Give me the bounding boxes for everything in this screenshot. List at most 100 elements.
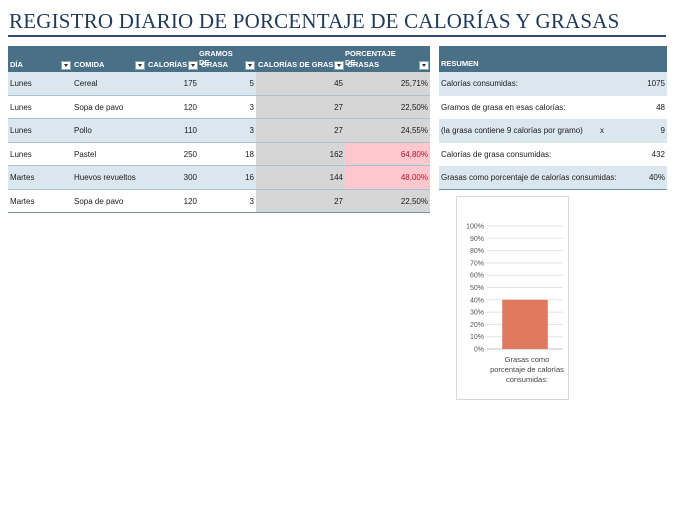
cell-dia[interactable]: Martes [10,173,35,183]
title-underline [8,35,666,37]
filter-dropdown-icon[interactable] [419,61,429,70]
row-divider [8,118,430,119]
y-tick-label: 50% [470,285,484,292]
y-tick-label: 90% [470,236,484,243]
cell-gramos[interactable]: 3 [249,102,254,112]
chart-bar[interactable] [502,299,548,349]
filter-dropdown-icon[interactable] [188,61,198,70]
cell-comida[interactable]: Sopa de pavo [74,196,124,206]
cell-calorias-grasa[interactable]: 144 [256,166,345,190]
cell-porcentaje[interactable]: 24,55% [345,119,430,143]
summary-row[interactable]: Calorías de grasa consumidas: 432 [439,142,667,166]
cell-porcentaje[interactable]: 64,80% [345,142,430,166]
chart-category-label: Grasas como porcentaje de calorías consu… [490,355,564,384]
y-tick-label: 60% [470,273,484,280]
cell-porcentaje[interactable]: 25,71% [345,72,430,96]
summary-value: 432 [651,149,665,159]
cell-comida[interactable]: Huevos revueltos [74,173,136,183]
cell-gramos[interactable]: 3 [249,126,254,136]
table-row[interactable]: Martes Huevos revueltos 300 16 144 48,00% [8,166,430,190]
summary-row[interactable]: Grasas como porcentaje de calorías consu… [439,166,667,190]
filter-dropdown-icon[interactable] [61,61,71,70]
cell-comida[interactable]: Pollo [74,126,92,136]
cell-dia[interactable]: Lunes [10,126,32,136]
y-tick-label: 40% [470,297,484,304]
filter-dropdown-icon[interactable] [135,61,145,70]
cell-porcentaje[interactable]: 48,00% [345,166,430,190]
summary-row[interactable]: Gramos de grasa en esas calorías: 48 [439,95,667,119]
cell-porcentaje[interactable]: 22,50% [345,95,430,119]
cell-dia[interactable]: Lunes [10,149,32,159]
table-bottom-border [8,212,430,213]
cell-dia[interactable]: Martes [10,196,35,206]
cell-gramos[interactable]: 18 [245,149,254,159]
column-header-porcentaje[interactable]: PORCENTAJE DE GRASAS [345,46,430,72]
table-row[interactable]: Lunes Cereal 175 5 45 25,71% [8,72,430,96]
column-header-dia[interactable]: DÍA [8,46,72,72]
summary-value: 48 [656,102,665,112]
row-divider [8,165,430,166]
column-header-calorias[interactable]: CALORÍAS [146,46,199,72]
table-row[interactable]: Lunes Sopa de pavo 120 3 27 22,50% [8,95,430,119]
cell-calorias[interactable]: 300 [183,173,197,183]
cell-comida[interactable]: Cereal [74,79,98,89]
fat-log-table: DÍA COMIDA CALORÍAS GRAMOS DE GRASA CALO… [8,46,430,213]
y-tick-label: 20% [470,322,484,329]
cell-gramos[interactable]: 16 [245,173,254,183]
column-header-gramos[interactable]: GRAMOS DE GRASA [199,46,256,72]
summary-label: Gramos de grasa en esas calorías: [441,102,566,112]
summary-value: 9 [660,126,665,136]
table-row[interactable]: Lunes Pastel 250 18 162 64,80% [8,142,430,166]
summary-value: 1075 [647,79,665,89]
summary-header: RESUMEN [439,46,667,72]
cell-calorias-grasa[interactable]: 27 [256,189,345,213]
y-tick-label: 100% [466,224,484,231]
cell-gramos[interactable]: 5 [249,79,254,89]
summary-label: Calorías consumidas: [441,79,518,89]
table-header: DÍA COMIDA CALORÍAS GRAMOS DE GRASA CALO… [8,46,430,72]
cell-calorias[interactable]: 110 [184,126,197,136]
fat-percentage-chart[interactable]: 0% 10% 20% 30% 40% 50% 60% 70% 80% 90% 100% Grasas… [456,196,569,400]
cell-gramos[interactable]: 3 [249,196,254,206]
y-tick-label: 30% [470,310,484,317]
cell-calorias-grasa[interactable]: 45 [256,72,345,96]
summary-value: 40% [648,173,665,183]
filter-dropdown-icon[interactable] [245,61,255,70]
summary-multiplier: x [600,126,604,136]
cell-comida[interactable]: Pastel [74,149,97,159]
row-divider [8,188,430,190]
cell-calorias-grasa[interactable]: 27 [256,119,345,143]
summary-row[interactable]: Calorías consumidas: 1075 [439,72,667,96]
cell-calorias-grasa[interactable]: 162 [256,142,345,166]
summary-label: (la grasa contiene 9 calorías por gramo) [441,126,583,136]
y-tick-label: 0% [474,347,484,354]
column-header-comida[interactable]: COMIDA [72,46,146,72]
y-tick-label: 70% [470,260,484,267]
cell-calorias[interactable]: 250 [183,149,197,159]
cell-calorias[interactable]: 120 [183,196,197,206]
chart-plot: 0% 10% 20% 30% 40% 50% 60% 70% 80% 90% 100% [466,224,563,354]
table-row[interactable]: Martes Sopa de pavo 120 3 27 22,50% [8,189,430,213]
row-divider [8,141,430,143]
page-title: REGISTRO DIARIO DE PORCENTAJE DE CALORÍA… [9,9,620,33]
table-body: Lunes Cereal 175 5 45 25,71% Lunes Sopa de pavo… [8,72,430,213]
cell-calorias[interactable]: 175 [183,79,197,89]
summary-body: Calorías consumidas: 1075 Gramos de grasa … [439,72,667,190]
column-header-calorias-grasa[interactable]: CALORÍAS DE GRASA [256,46,345,72]
cell-calorias[interactable]: 120 [183,102,197,112]
cell-comida[interactable]: Sopa de pavo [74,102,124,112]
summary-row[interactable]: (la grasa contiene 9 calorías por gramo)… [439,119,667,143]
y-tick-label: 80% [470,248,484,255]
table-row[interactable]: Lunes Pollo 110 3 27 24,55% [8,119,430,143]
y-tick-label: 10% [470,334,484,341]
filter-dropdown-icon[interactable] [334,61,344,70]
cell-calorias-grasa[interactable]: 27 [256,95,345,119]
row-divider [8,94,430,96]
cell-dia[interactable]: Lunes [10,102,32,112]
summary-table: RESUMEN Calorías consumidas: 1075 Gramos d… [439,46,667,190]
cell-dia[interactable]: Lunes [10,79,32,89]
cell-porcentaje[interactable]: 22,50% [345,189,430,213]
summary-label: Calorías de grasa consumidas: [441,149,552,159]
summary-bottom-border [439,189,667,190]
summary-label: Grasas como porcentaje de calorías consu… [441,173,617,183]
